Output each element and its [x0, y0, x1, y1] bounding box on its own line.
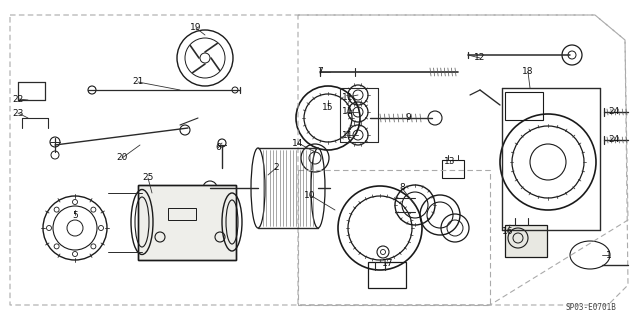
Text: 13: 13 [444, 158, 456, 167]
Bar [505, 225, 547, 257]
Text: 15: 15 [323, 103, 333, 113]
Text: 1: 1 [606, 250, 612, 259]
Text: 17: 17 [382, 258, 394, 268]
Text: 12: 12 [474, 54, 486, 63]
Text: 20: 20 [116, 153, 128, 162]
Bar [442, 160, 464, 178]
Text: 16: 16 [502, 227, 514, 236]
Text: 19: 19 [190, 24, 202, 33]
Text: 11: 11 [342, 130, 354, 139]
Text: 2: 2 [273, 164, 279, 173]
Text: 25: 25 [142, 174, 154, 182]
Text: 23: 23 [12, 108, 24, 117]
Bar [138, 185, 236, 260]
Text: 21: 21 [132, 78, 144, 86]
Text: SP03-E0701B: SP03-E0701B [565, 303, 616, 313]
Text: 8: 8 [399, 183, 405, 192]
Text: 5: 5 [72, 211, 78, 219]
Text: 14: 14 [292, 138, 304, 147]
Text: 22: 22 [12, 94, 24, 103]
Text: 11: 11 [342, 93, 354, 101]
Bar [368, 262, 406, 288]
Text: 18: 18 [522, 68, 534, 77]
Text: 24: 24 [609, 108, 620, 116]
Bar [505, 92, 543, 120]
Text: 11: 11 [342, 108, 354, 116]
Bar [168, 208, 196, 220]
Text: 10: 10 [304, 190, 316, 199]
Text: 6: 6 [215, 144, 221, 152]
Text: 24: 24 [609, 136, 620, 145]
Text: 9: 9 [405, 114, 411, 122]
Text: 7: 7 [317, 68, 323, 77]
Bar [138, 185, 236, 260]
